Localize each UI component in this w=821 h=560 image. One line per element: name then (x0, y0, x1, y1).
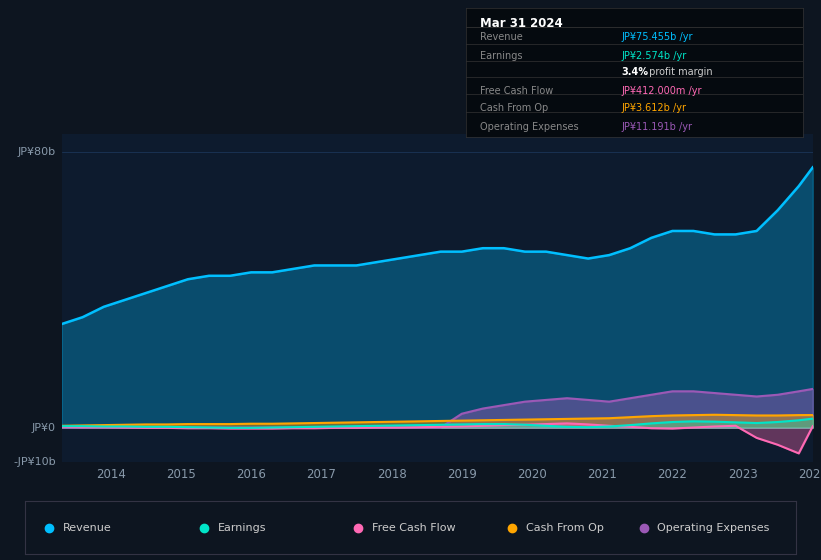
Text: Revenue: Revenue (479, 31, 522, 41)
Text: JP¥80b: JP¥80b (18, 147, 56, 157)
Text: Operating Expenses: Operating Expenses (479, 122, 579, 132)
Text: Cash From Op: Cash From Op (526, 523, 604, 533)
Text: profit margin: profit margin (646, 67, 713, 77)
Text: JP¥412.000m /yr: JP¥412.000m /yr (621, 86, 702, 96)
Text: JP¥2.574b /yr: JP¥2.574b /yr (621, 51, 686, 61)
Text: JP¥0: JP¥0 (32, 422, 56, 432)
Text: JP¥11.191b /yr: JP¥11.191b /yr (621, 122, 692, 132)
Text: 3.4%: 3.4% (621, 67, 648, 77)
Text: Earnings: Earnings (479, 51, 522, 61)
Text: JP¥75.455b /yr: JP¥75.455b /yr (621, 31, 693, 41)
Text: JP¥3.612b /yr: JP¥3.612b /yr (621, 103, 686, 113)
Text: Earnings: Earnings (218, 523, 266, 533)
Text: Free Cash Flow: Free Cash Flow (372, 523, 456, 533)
Text: Free Cash Flow: Free Cash Flow (479, 86, 553, 96)
Text: Mar 31 2024: Mar 31 2024 (479, 17, 562, 30)
Text: Revenue: Revenue (63, 523, 112, 533)
Text: Operating Expenses: Operating Expenses (658, 523, 770, 533)
Text: -JP¥10b: -JP¥10b (13, 457, 56, 467)
Text: Cash From Op: Cash From Op (479, 103, 548, 113)
